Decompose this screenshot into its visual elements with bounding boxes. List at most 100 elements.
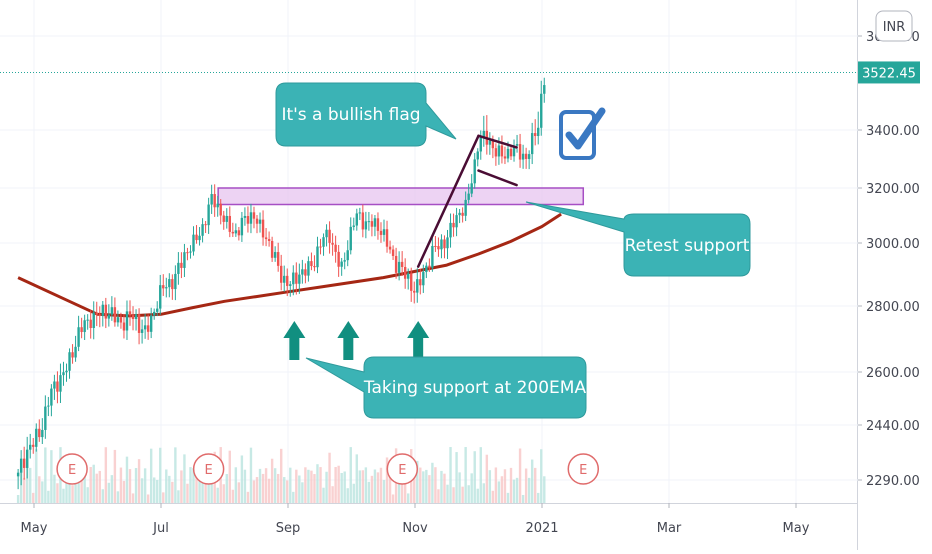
candle-body-110	[349, 226, 352, 251]
candle-body-168	[524, 153, 528, 159]
candle-body-173	[540, 93, 543, 128]
volume-bar-137	[431, 462, 434, 503]
volume-bar-0	[16, 495, 20, 503]
volume-bar-115	[364, 467, 368, 503]
candle-body-11	[50, 388, 53, 406]
candle-body-30	[107, 314, 111, 319]
candle-body-135	[425, 265, 428, 273]
volume-bar-53	[177, 490, 180, 503]
callout-retest-support[interactable]: Retest support	[525, 201, 751, 277]
candle-body-36	[125, 311, 129, 331]
volume-bar-163	[509, 467, 513, 503]
time-axis-panel[interactable]	[0, 503, 858, 550]
callout-bullish-flag[interactable]: It's a bullish flag	[275, 82, 457, 147]
volume-bar-32	[113, 449, 117, 503]
volume-bar-62	[204, 467, 207, 503]
volume-bar-68	[222, 484, 225, 503]
volume-bar-85	[273, 468, 277, 503]
candle-body-115	[364, 221, 368, 230]
candle-body-163	[509, 148, 513, 157]
currency-badge[interactable]: INR	[875, 10, 913, 42]
volume-bar-28	[101, 489, 104, 503]
candle-body-157	[491, 140, 495, 149]
volume-bar-4	[29, 467, 32, 503]
volume-bar-61	[201, 465, 204, 503]
earnings-marker-3	[567, 453, 600, 485]
volume-bar-42	[143, 468, 147, 503]
volume-bar-166	[518, 448, 522, 503]
volume-bar-7	[38, 476, 41, 503]
candle-body-145	[455, 215, 458, 228]
volume-bar-147	[461, 486, 464, 503]
volume-bar-110	[349, 447, 352, 503]
candle-body-108	[343, 260, 346, 262]
candle-body-89	[286, 275, 289, 286]
volume-bar-34	[119, 467, 123, 503]
volume-bar-106	[337, 465, 340, 503]
candle-body-98	[313, 266, 316, 268]
volume-bar-118	[373, 469, 377, 503]
volume-bar-89	[286, 480, 289, 503]
candle-body-147	[461, 212, 464, 216]
candle-body-95	[304, 269, 307, 276]
volume-bar-112	[355, 454, 358, 503]
volume-bar-104	[331, 486, 334, 503]
candle-body-8	[41, 429, 44, 438]
volume-bar-120	[379, 467, 383, 503]
volume-bar-123	[388, 468, 392, 503]
candle-body-17	[68, 352, 71, 371]
volume-bar-129	[406, 493, 410, 503]
volume-bar-108	[343, 471, 346, 503]
price-axis-panel[interactable]	[858, 0, 932, 550]
volume-bar-167	[521, 494, 525, 503]
volume-bar-80	[258, 468, 262, 503]
volume-bar-36	[125, 456, 129, 503]
volume-bar-141	[443, 473, 446, 503]
candle-body-140	[440, 239, 443, 250]
candle-body-59	[195, 234, 198, 241]
x-tick-label-2: Sep	[276, 521, 301, 536]
volume-bar-150	[470, 473, 473, 503]
volume-bar-44	[149, 448, 153, 503]
volume-bar-12	[53, 474, 56, 503]
candle-body-50	[168, 279, 171, 288]
volume-bar-66	[216, 487, 219, 503]
candle-body-48	[162, 285, 165, 289]
y-tick-label-3: 3000.00	[866, 237, 920, 252]
volume-bar-22	[83, 472, 86, 503]
candle-body-67	[219, 203, 222, 216]
candle-body-118	[373, 218, 377, 227]
up-arrow-icon-1	[337, 321, 360, 360]
volume-bar-133	[419, 467, 422, 503]
volume-bar-103	[328, 452, 331, 503]
candle-body-93	[298, 274, 301, 284]
volume-bar-101	[322, 487, 325, 503]
candle-body-111	[352, 225, 355, 227]
callout-ema-support[interactable]: Taking support at 200EMA	[305, 356, 587, 419]
candle-body-22	[83, 320, 86, 333]
candle-body-120	[379, 230, 383, 235]
volume-bar-71	[231, 489, 235, 503]
candle-body-133	[419, 279, 422, 286]
candle-body-40	[137, 314, 141, 333]
volume-bar-153	[479, 447, 482, 503]
candle-body-102	[325, 229, 328, 238]
candle-body-88	[283, 275, 286, 283]
volume-bar-135	[425, 469, 428, 503]
candle-body-124	[391, 249, 395, 256]
volume-bar-119	[376, 472, 380, 503]
candle-body-151	[473, 159, 476, 184]
volume-bar-18	[71, 485, 74, 503]
volume-bar-55	[183, 454, 186, 503]
x-tick-label-3: Nov	[402, 521, 428, 536]
candle-body-131	[413, 290, 416, 293]
candle-body-160	[500, 145, 504, 157]
volume-bar-45	[152, 477, 156, 503]
earnings-marker-label-1: E	[205, 463, 213, 478]
x-tick-label-0: May	[21, 521, 48, 536]
volume-bar-77	[249, 447, 253, 503]
callout-ema-support-text: Taking support at 200EMA	[363, 378, 587, 398]
